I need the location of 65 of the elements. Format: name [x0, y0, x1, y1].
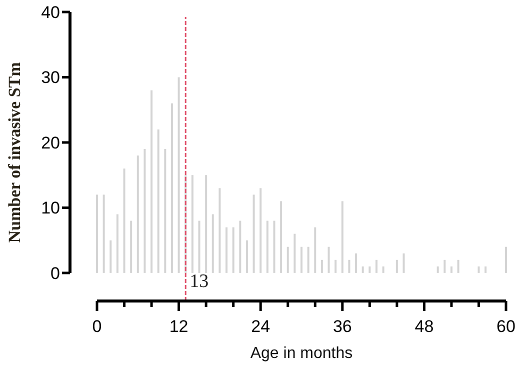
- ref-line-label: 13: [190, 270, 209, 292]
- bar: [396, 260, 398, 273]
- x-tick-label: 0: [92, 317, 102, 336]
- y-tick-label: 40: [41, 2, 60, 22]
- bar: [218, 188, 221, 273]
- bar: [226, 227, 228, 273]
- bar: [280, 201, 282, 273]
- bar: [212, 214, 214, 273]
- bar: [348, 260, 350, 273]
- bar: [444, 260, 446, 273]
- x-tick-label: 48: [414, 317, 434, 336]
- bar: [273, 220, 276, 273]
- bar: [362, 266, 364, 273]
- bar: [314, 227, 316, 273]
- bar: [368, 266, 371, 273]
- bar: [328, 246, 330, 273]
- bar: [102, 194, 105, 273]
- bar: [96, 194, 98, 273]
- bar: [320, 260, 323, 273]
- bar: [341, 201, 344, 273]
- bar: [252, 194, 255, 273]
- bar: [300, 246, 302, 273]
- bar: [505, 246, 507, 273]
- x-tick-label: 24: [251, 317, 270, 336]
- y-tick-label: 10: [41, 198, 60, 218]
- bar: [178, 77, 180, 273]
- bar: [239, 220, 242, 273]
- y-tick-label: 30: [41, 68, 60, 88]
- x-tick-label: 12: [169, 317, 188, 336]
- bar: [436, 266, 439, 273]
- y-tick-label: 0: [50, 264, 60, 283]
- bar: [484, 266, 487, 273]
- bar: [150, 90, 153, 273]
- bar: [402, 253, 405, 273]
- y-tick-label: 20: [41, 133, 60, 152]
- bar: [205, 175, 208, 273]
- bar: [382, 266, 384, 273]
- bar: [170, 103, 173, 273]
- bar: [286, 246, 289, 273]
- bar: [334, 260, 337, 273]
- x-tick-label: 60: [496, 317, 516, 336]
- bar: [123, 168, 126, 273]
- bar: [116, 214, 118, 273]
- bar: [157, 129, 160, 273]
- bar: [266, 220, 268, 273]
- y-axis-title: Number of invasive STm: [5, 62, 24, 243]
- bar: [375, 260, 378, 273]
- x-tick-label: 36: [332, 317, 352, 336]
- bar: [478, 266, 480, 273]
- bar: [450, 266, 452, 273]
- bar: [191, 175, 194, 273]
- bar: [130, 220, 132, 273]
- bar: [232, 227, 234, 273]
- bar: [355, 253, 358, 273]
- bar: [307, 246, 310, 273]
- bar: [198, 220, 200, 273]
- bar: [294, 234, 296, 273]
- bar: [136, 156, 139, 273]
- bar: [110, 240, 112, 273]
- bar: [144, 149, 146, 273]
- bar: [246, 240, 248, 273]
- bar: [260, 188, 262, 273]
- bar: [457, 260, 460, 273]
- bar: [164, 149, 166, 273]
- x-axis-title: Age in months: [250, 345, 353, 362]
